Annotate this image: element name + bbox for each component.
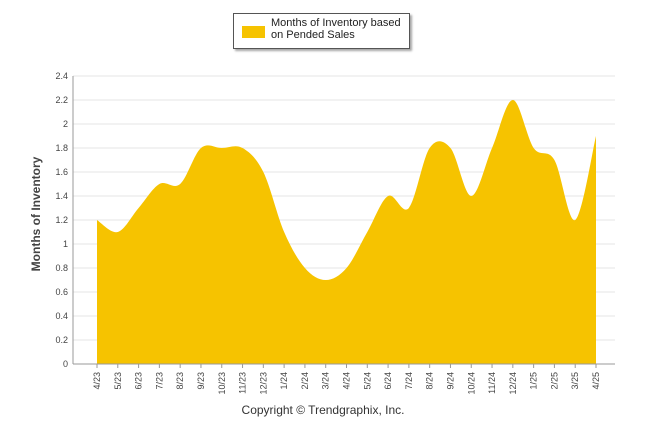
x-tick-label: 4/25 [591,372,601,390]
x-tick-label: 1/24 [279,372,289,390]
x-tick-label: 3/25 [570,372,580,390]
x-tick-label: 10/24 [466,372,476,395]
x-tick-label: 5/24 [362,372,372,390]
x-tick-labels: 4/23 5/23 6/23 7/23 8/23 9/23 10/23 11/23 12/23 1… [92,372,601,395]
series-area [97,100,596,364]
y-axis-label: Months of Inventory [29,156,43,271]
y-tick-label: 2.4 [55,71,68,81]
y-tick-label: 0.6 [55,287,68,297]
axes [72,76,615,368]
x-tick-label: 4/24 [342,372,352,390]
x-tick-label: 12/23 [258,372,268,395]
x-tick-label: 12/24 [508,372,518,395]
y-tick-label: 1 [63,239,68,249]
x-tick-label: 5/23 [113,372,123,390]
y-tick-label: 1.8 [55,143,68,153]
y-tick-label: 1.2 [55,215,68,225]
x-tick-label: 2/25 [549,372,559,390]
y-tick-label: 1.4 [55,191,68,201]
x-tick-label: 2/24 [300,372,310,390]
y-tick-label: 0 [63,359,68,369]
y-tick-label: 2.2 [55,95,68,105]
x-tick-label: 3/24 [321,372,331,390]
y-tick-label: 0.8 [55,263,68,273]
x-tick-label: 1/25 [529,372,539,390]
x-tick-label: 8/24 [425,372,435,390]
x-tick-label: 9/24 [445,372,455,390]
x-tick-label: 11/24 [487,372,497,394]
x-tick-label: 9/23 [196,372,206,390]
x-tick-label: 7/23 [154,372,164,390]
x-tick-label: 8/23 [175,372,185,390]
x-tick-label: 7/24 [404,372,414,390]
y-tick-label: 0.4 [55,311,68,321]
x-tick-label: 10/23 [217,372,227,395]
copyright-text: Copyright © Trendgraphix, Inc. [241,403,405,417]
y-tick-labels: 0 0.2 0.4 0.6 0.8 1 1.2 1.4 1.6 1.8 2 2.2 2.4 [55,71,68,369]
y-tick-label: 1.6 [55,167,68,177]
x-tick-label: 6/23 [134,372,144,390]
y-tick-label: 0.2 [55,335,68,345]
x-tick-label: 6/24 [383,372,393,390]
y-tick-label: 2 [63,119,68,129]
x-tick-label: 4/23 [92,372,102,390]
x-tick-label: 11/23 [238,372,248,394]
legend-label: Months of Inventory based on Pended Sale… [271,17,401,41]
legend: Months of Inventory based on Pended Sale… [233,13,410,49]
legend-swatch [242,26,265,38]
